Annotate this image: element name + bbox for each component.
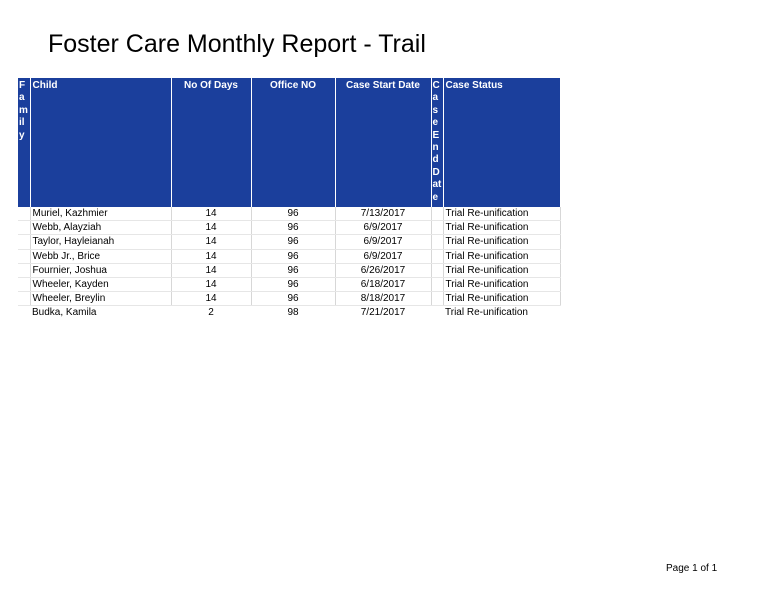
cell-no-of-days: 14 <box>171 249 252 264</box>
cell-case-status: Trial Re-unification <box>443 234 561 250</box>
column-header-office-no: Office NO <box>251 78 336 207</box>
cell-child: Webb, Alayziah <box>30 220 172 236</box>
cell-family <box>18 263 31 279</box>
cell-case-start-date: 6/18/2017 <box>335 277 432 293</box>
cell-child: Muriel, Kazhmier <box>30 207 172 222</box>
cell-case-start-date: 6/9/2017 <box>335 220 432 236</box>
table-row: Muriel, Kazhmier 14 96 7/13/2017 Trial R… <box>18 207 561 222</box>
table-row: Webb, Alayziah 14 96 6/9/2017 Trial Re-u… <box>18 220 561 236</box>
table-row: Wheeler, Kayden 14 96 6/18/2017 Trial Re… <box>18 277 561 293</box>
cell-child: Wheeler, Breylin <box>30 291 172 307</box>
table-header-row: Family Child No Of Days Office NO Case S… <box>18 78 561 207</box>
cell-office-no: 96 <box>251 291 336 307</box>
cell-office-no: 96 <box>251 220 336 236</box>
cell-case-status: Trial Re-unification <box>443 263 561 279</box>
cell-case-end-date <box>431 207 444 222</box>
cell-family <box>18 220 31 236</box>
cell-case-start-date: 6/26/2017 <box>335 263 432 279</box>
table-row: Fournier, Joshua 14 96 6/26/2017 Trial R… <box>18 263 561 279</box>
cell-case-end-date <box>431 263 444 279</box>
page-number: Page 1 of 1 <box>666 563 718 574</box>
cell-family <box>18 234 31 250</box>
cell-case-start-date: 8/18/2017 <box>335 291 432 307</box>
report-table: Family Child No Of Days Office NO Case S… <box>18 78 561 320</box>
cell-no-of-days: 14 <box>171 277 252 293</box>
cell-no-of-days: 14 <box>171 207 252 222</box>
cell-case-start-date: 7/13/2017 <box>335 207 432 222</box>
cell-family <box>18 306 30 320</box>
cell-family <box>18 207 31 222</box>
cell-case-status: Trial Re-unification <box>443 207 561 222</box>
table-row: Webb Jr., Brice 14 96 6/9/2017 Trial Re-… <box>18 249 561 264</box>
cell-child: Fournier, Joshua <box>30 263 172 279</box>
column-header-case-start-date: Case Start Date <box>335 78 432 207</box>
table-row: Taylor, Hayleianah 14 96 6/9/2017 Trial … <box>18 234 561 250</box>
cell-case-status: Trial Re-unification <box>443 220 561 236</box>
cell-case-status: Trial Re-unification <box>443 291 561 307</box>
cell-no-of-days: 2 <box>208 307 214 319</box>
column-header-child: Child <box>30 78 172 207</box>
cell-child: Taylor, Hayleianah <box>30 234 172 250</box>
cell-case-end-date <box>431 277 444 293</box>
cell-case-end-date <box>431 306 443 320</box>
table-row: Wheeler, Breylin 14 96 8/18/2017 Trial R… <box>18 291 561 307</box>
cell-office-no: 96 <box>251 207 336 222</box>
cell-case-status: Trial Re-unification <box>445 307 528 319</box>
cell-case-status: Trial Re-unification <box>443 249 561 264</box>
cell-case-end-date <box>431 234 444 250</box>
cell-no-of-days: 14 <box>171 291 252 307</box>
cell-child: Budka, Kamila <box>32 307 97 319</box>
cell-office-no: 98 <box>287 307 299 319</box>
cell-family <box>18 277 31 293</box>
cell-no-of-days: 14 <box>171 234 252 250</box>
cell-no-of-days: 14 <box>171 263 252 279</box>
column-header-family: Family <box>18 78 31 207</box>
cell-child: Webb Jr., Brice <box>30 249 172 264</box>
cell-case-start-date: 6/9/2017 <box>335 234 432 250</box>
cell-office-no: 96 <box>251 249 336 264</box>
cell-office-no: 96 <box>251 234 336 250</box>
report-title: Foster Care Monthly Report - Trail <box>48 30 426 58</box>
cell-family <box>18 249 31 264</box>
table-row: Budka, Kamila 2 98 7/21/2017 Trial Re-un… <box>18 306 560 320</box>
cell-case-end-date <box>431 220 444 236</box>
cell-child: Wheeler, Kayden <box>30 277 172 293</box>
cell-case-end-date <box>431 249 444 264</box>
cell-case-start-date: 6/9/2017 <box>335 249 432 264</box>
cell-case-end-date <box>431 291 444 307</box>
cell-case-start-date: 7/21/2017 <box>360 307 406 319</box>
cell-case-status: Trial Re-unification <box>443 277 561 293</box>
cell-office-no: 96 <box>251 263 336 279</box>
cell-family <box>18 291 31 307</box>
column-header-case-status: Case Status <box>443 78 561 207</box>
column-header-no-of-days: No Of Days <box>171 78 252 207</box>
cell-no-of-days: 14 <box>171 220 252 236</box>
column-header-case-end-date: CaseEndDate <box>431 78 444 207</box>
cell-office-no: 96 <box>251 277 336 293</box>
